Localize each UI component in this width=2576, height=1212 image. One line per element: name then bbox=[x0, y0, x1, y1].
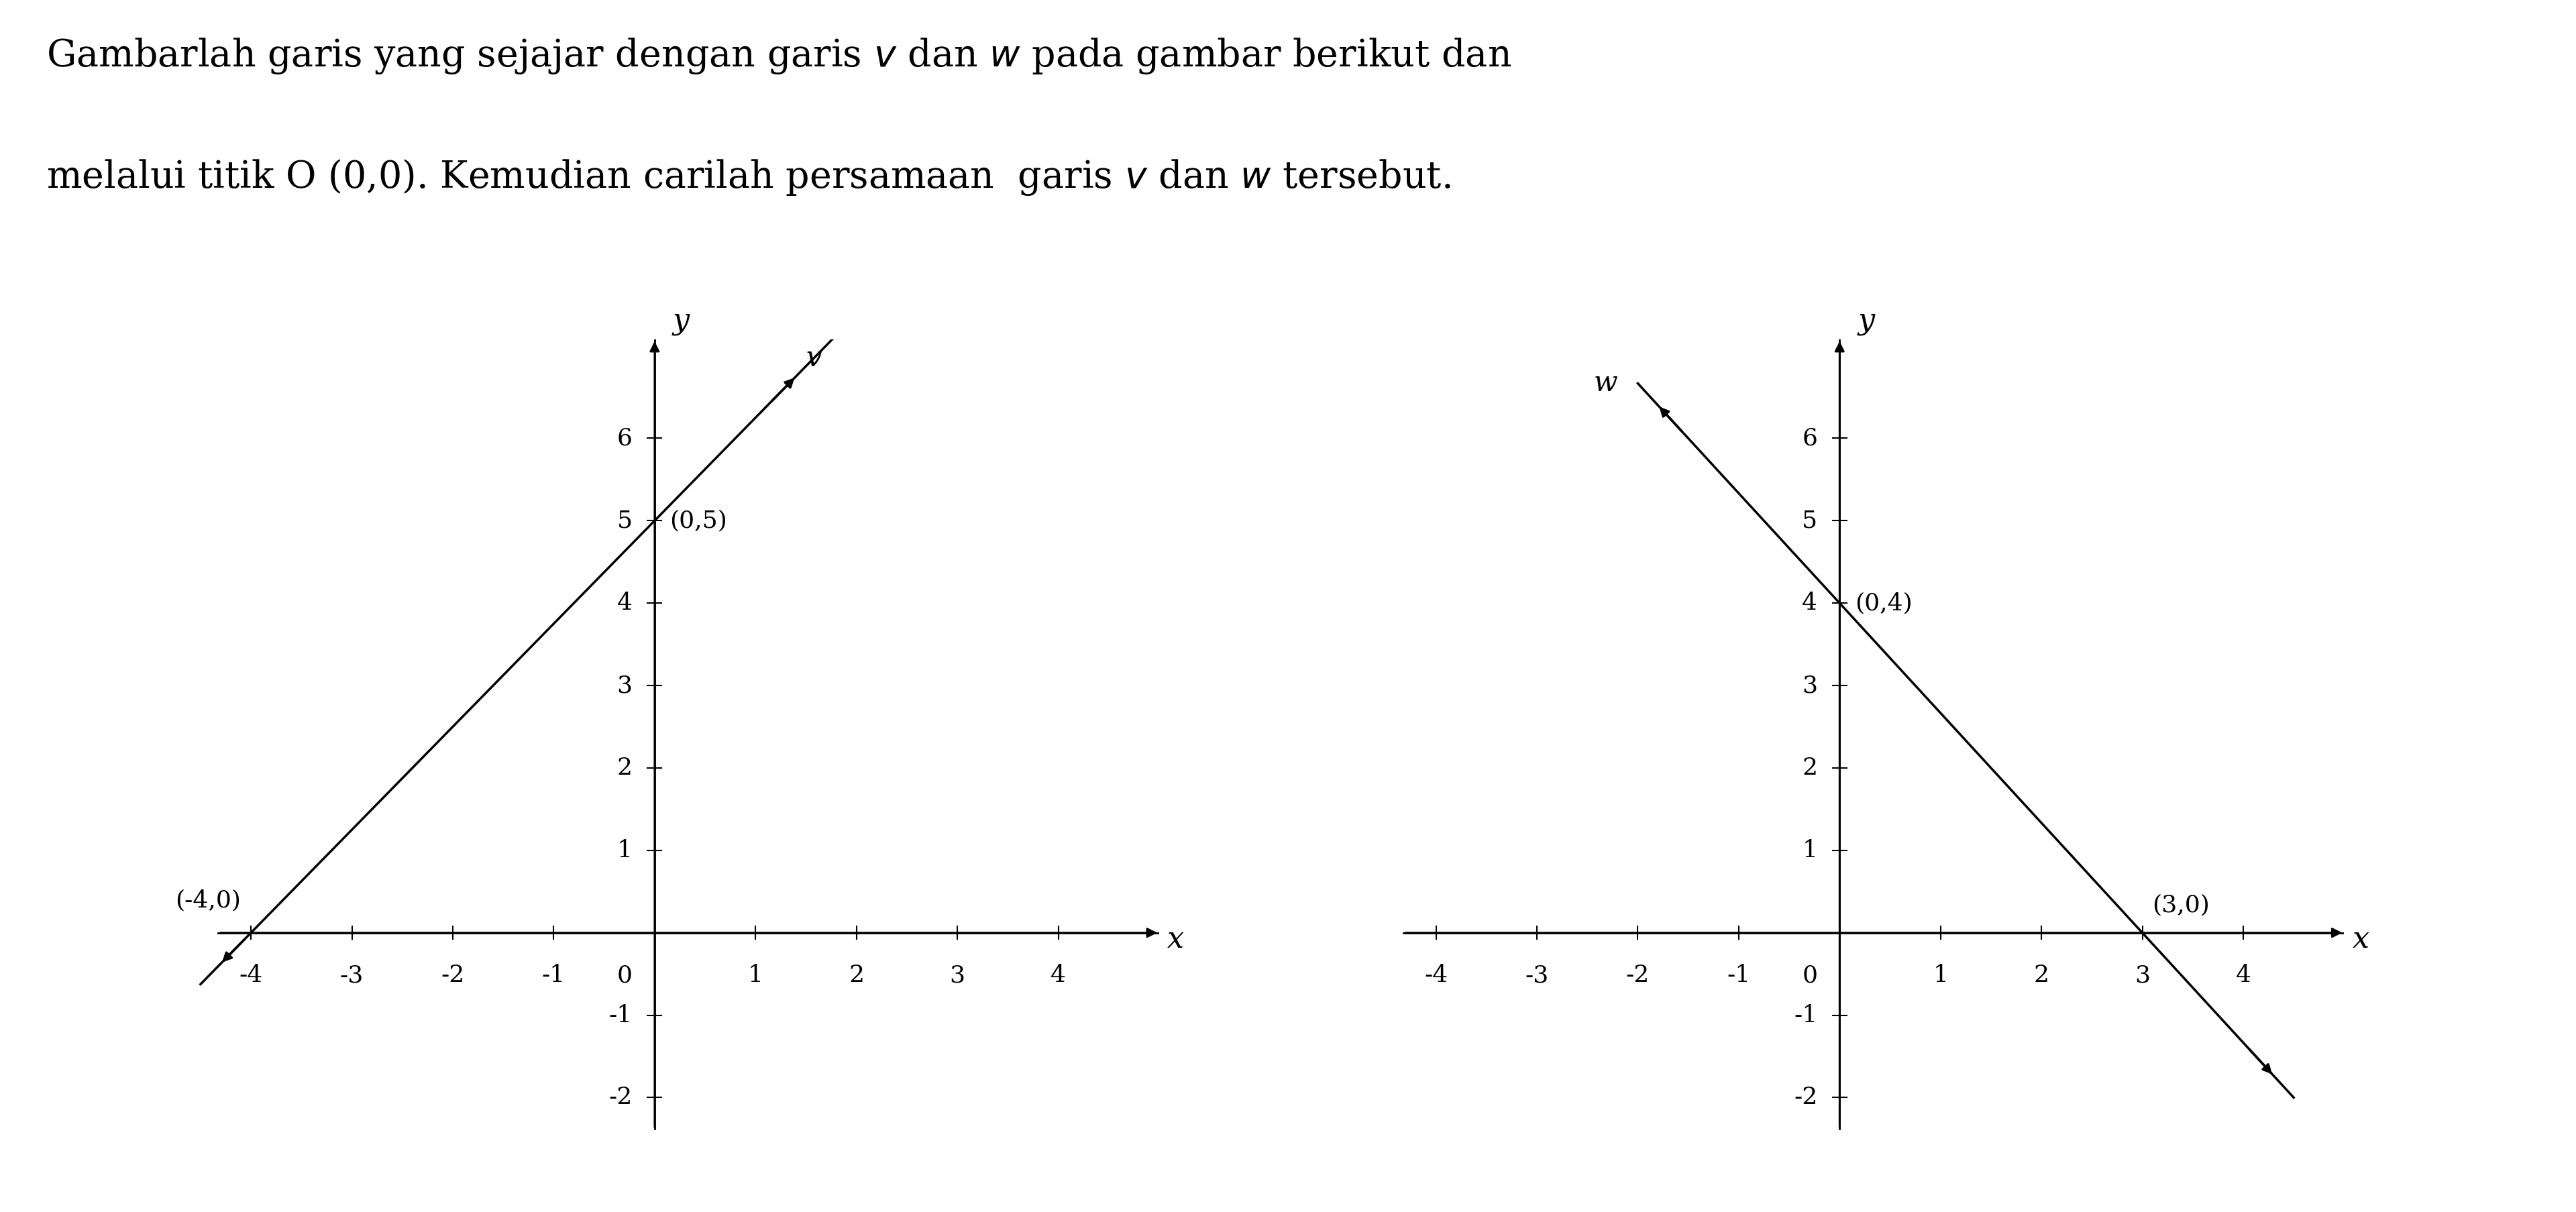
Text: x: x bbox=[2352, 925, 2370, 954]
Text: 3: 3 bbox=[616, 674, 634, 697]
Text: 6: 6 bbox=[618, 427, 634, 450]
Text: (3,0): (3,0) bbox=[2154, 893, 2210, 916]
Text: 2: 2 bbox=[1803, 756, 1819, 779]
Text: (-4,0): (-4,0) bbox=[175, 890, 242, 913]
Text: x: x bbox=[1167, 925, 1185, 954]
Text: -2: -2 bbox=[1625, 964, 1649, 987]
Text: (0,4): (0,4) bbox=[1855, 591, 1911, 614]
Text: 0: 0 bbox=[1803, 964, 1819, 987]
Text: -1: -1 bbox=[1726, 964, 1752, 987]
Text: 4: 4 bbox=[618, 591, 634, 614]
Text: 5: 5 bbox=[1801, 509, 1819, 532]
Text: 1: 1 bbox=[618, 839, 634, 862]
Text: -4: -4 bbox=[1425, 964, 1448, 987]
Text: 2: 2 bbox=[618, 756, 634, 779]
Text: 3: 3 bbox=[2136, 964, 2151, 987]
Text: melalui titik O (0,0). Kemudian carilah persamaan  garis $\it{v}$ dan $\it{w}$ t: melalui titik O (0,0). Kemudian carilah … bbox=[46, 158, 1450, 198]
Text: 1: 1 bbox=[747, 964, 762, 987]
Text: 3: 3 bbox=[1801, 674, 1819, 697]
Text: -4: -4 bbox=[240, 964, 263, 987]
Text: -1: -1 bbox=[1793, 1004, 1819, 1027]
Text: w: w bbox=[1595, 368, 1618, 398]
Text: 4: 4 bbox=[1051, 964, 1066, 987]
Text: 2: 2 bbox=[2032, 964, 2048, 987]
Text: 0: 0 bbox=[618, 964, 634, 987]
Text: y: y bbox=[1857, 307, 1875, 336]
Text: -3: -3 bbox=[1525, 964, 1548, 987]
Text: 4: 4 bbox=[2236, 964, 2251, 987]
Text: -1: -1 bbox=[541, 964, 567, 987]
Text: 1: 1 bbox=[1932, 964, 1947, 987]
Text: -2: -2 bbox=[440, 964, 464, 987]
Text: -3: -3 bbox=[340, 964, 363, 987]
Text: y: y bbox=[672, 307, 690, 336]
Text: 1: 1 bbox=[1803, 839, 1819, 862]
Text: 2: 2 bbox=[848, 964, 863, 987]
Text: 5: 5 bbox=[616, 509, 634, 532]
Text: (0,5): (0,5) bbox=[670, 509, 726, 532]
Text: -2: -2 bbox=[608, 1086, 634, 1109]
Text: v: v bbox=[806, 344, 822, 372]
Text: -2: -2 bbox=[1793, 1086, 1819, 1109]
Text: 6: 6 bbox=[1803, 427, 1819, 450]
Text: 3: 3 bbox=[951, 964, 966, 987]
Text: -1: -1 bbox=[608, 1004, 634, 1027]
Text: Gambarlah garis yang sejajar dengan garis $\it{v}$ dan $\it{w}$ pada gambar beri: Gambarlah garis yang sejajar dengan gari… bbox=[46, 36, 1512, 76]
Text: 4: 4 bbox=[1803, 591, 1819, 614]
